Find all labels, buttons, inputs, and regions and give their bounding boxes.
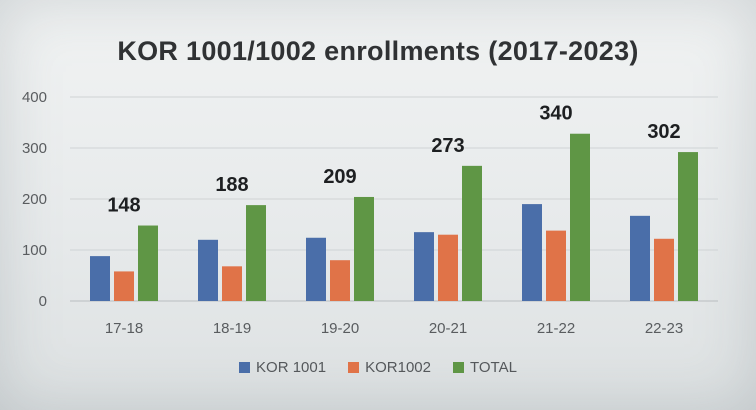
y-tick-label: 100 [22,242,47,259]
legend-item-kor1001: KOR 1001 [239,359,326,376]
data-label-total: 302 [647,121,680,143]
bar-total-20-21 [462,165,482,301]
bar-kor1002-19-20 [330,260,350,301]
x-tick-label: 18-19 [213,320,251,337]
bar-kor1002-21-22 [546,230,566,301]
x-tick-label: 20-21 [429,320,467,337]
data-label-total: 340 [539,103,572,125]
y-tick-label: 0 [39,293,47,310]
x-tick-label: 17-18 [105,320,143,337]
bar-kor-1001-19-20 [306,237,326,301]
bar-total-21-22 [570,133,590,301]
data-label-total: 209 [323,166,356,188]
chart-legend: KOR 1001 KOR1002 TOTAL [0,359,756,376]
chart-title: KOR 1001/1002 enrollments (2017-2023) [117,36,639,66]
bar-kor-1001-21-22 [522,204,542,301]
bar-total-19-20 [354,196,374,301]
legend-item-kor1002: KOR1002 [348,359,431,376]
legend-swatch-kor1002 [348,362,360,373]
bar-total-22-23 [678,152,698,301]
data-label-total: 273 [431,135,464,157]
bar-kor-1001-17-18 [90,256,110,301]
x-tick-label: 19-20 [321,320,359,337]
bar-kor1002-18-19 [222,266,242,301]
x-tick-label: 21-22 [537,320,575,337]
legend-label-total: TOTAL [469,359,517,376]
x-tick-label: 22-23 [645,320,683,337]
bar-total-18-19 [246,205,266,301]
legend-swatch-total [452,362,464,373]
y-tick-label: 200 [22,191,47,208]
bar-kor1002-20-21 [438,234,458,301]
bar-kor-1001-20-21 [414,232,434,301]
legend-swatch-kor1001 [239,362,251,373]
bar-kor-1001-18-19 [198,239,218,301]
bar-total-17-18 [138,225,158,301]
bar-kor-1001-22-23 [630,215,650,301]
legend-label-kor1001: KOR 1001 [256,359,327,376]
bar-kor1002-22-23 [654,238,674,301]
legend-item-total: TOTAL [452,359,517,376]
y-tick-label: 400 [22,89,47,106]
data-label-total: 188 [215,174,248,196]
bar-kor1002-17-18 [114,271,134,301]
data-label-total: 148 [107,195,140,217]
y-tick-label: 300 [22,140,47,157]
legend-label-kor1002: KOR1002 [365,359,431,376]
